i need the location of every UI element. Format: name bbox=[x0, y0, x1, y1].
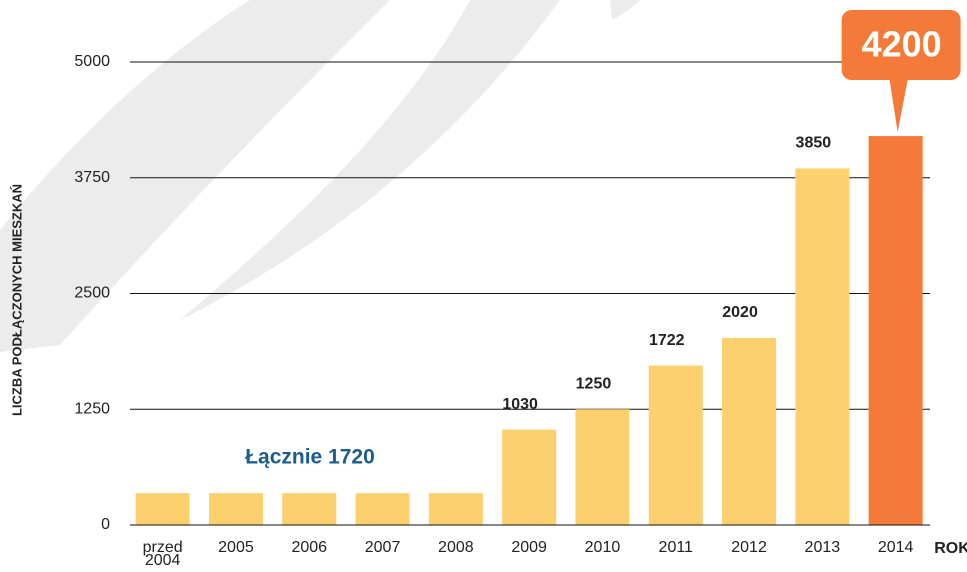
chart-page: LICZBA PODŁĄCZONYCH MIESZKAŃ ROK Łącznie… bbox=[0, 0, 967, 572]
value-label: 3850 bbox=[796, 135, 832, 152]
x-tick-label: 2012 bbox=[721, 541, 777, 554]
bar bbox=[575, 409, 629, 525]
bar bbox=[209, 493, 263, 525]
y-tick-label: 3750 bbox=[74, 169, 110, 186]
x-tick-label: 2014 bbox=[868, 541, 924, 554]
x-tick-label: 2010 bbox=[574, 541, 630, 554]
x-tick-label: 2009 bbox=[501, 541, 557, 554]
bar bbox=[429, 493, 483, 525]
bar bbox=[649, 366, 703, 525]
background-decoration bbox=[610, 0, 640, 20]
x-tick-label: 2007 bbox=[355, 541, 411, 554]
value-label: 1250 bbox=[576, 375, 612, 392]
bar bbox=[795, 168, 849, 525]
value-label: 1722 bbox=[649, 332, 685, 349]
y-tick-label: 0 bbox=[101, 516, 110, 533]
bar bbox=[136, 493, 190, 525]
y-tick-label: 1250 bbox=[74, 400, 110, 417]
x-tick-label: przed 2004 bbox=[135, 541, 191, 567]
x-tick-label: 2008 bbox=[428, 541, 484, 554]
y-tick-label: 2500 bbox=[74, 285, 110, 302]
bar bbox=[869, 136, 923, 525]
bar bbox=[722, 338, 776, 525]
annotation: Łącznie 1720 bbox=[245, 446, 375, 469]
value-label: 2020 bbox=[722, 304, 758, 321]
x-tick-label: 2006 bbox=[281, 541, 337, 554]
y-axis-label: LICZBA PODŁĄCZONYCH MIESZKAŃ bbox=[9, 184, 24, 416]
x-tick-label: 2005 bbox=[208, 541, 264, 554]
value-label: 1030 bbox=[502, 396, 538, 413]
bar bbox=[356, 493, 410, 525]
x-tick-label: 2013 bbox=[794, 541, 850, 554]
x-tick-label: 2011 bbox=[648, 541, 704, 554]
x-axis-label: ROK bbox=[934, 540, 967, 557]
chart: LICZBA PODŁĄCZONYCH MIESZKAŃ ROK Łącznie… bbox=[0, 0, 967, 572]
bar bbox=[502, 430, 556, 525]
callout-label: 4200 bbox=[862, 24, 942, 65]
y-tick-label: 5000 bbox=[74, 53, 110, 70]
bar bbox=[282, 493, 336, 525]
